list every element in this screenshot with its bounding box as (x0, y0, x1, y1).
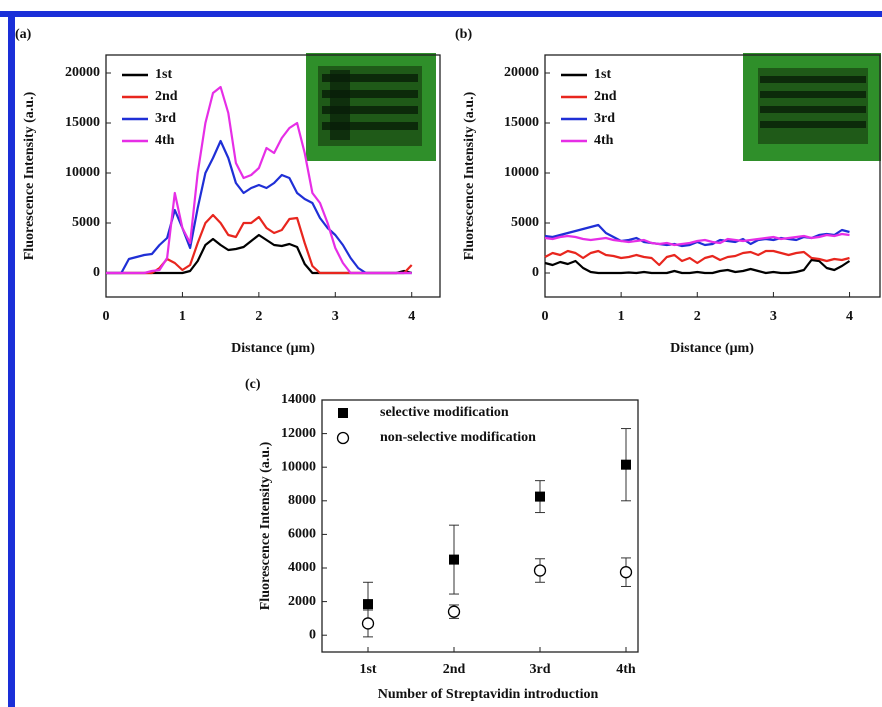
data-line (106, 85, 412, 275)
panel-label: (c) (245, 377, 261, 392)
y-axis-title: Fluorescence Intensity (a.u.) (462, 91, 477, 260)
legend-label: selective modification (380, 405, 509, 420)
border-top (0, 11, 882, 17)
data-line (106, 213, 413, 275)
inset-image-b (743, 53, 881, 161)
y-tick-label: 2000 (288, 594, 316, 609)
legend-label: 2nd (155, 89, 178, 104)
marker (361, 617, 375, 630)
x-tick-label: 1st (359, 662, 376, 677)
x-axis-title: Distance (μm) (231, 341, 315, 356)
marker (447, 605, 461, 618)
legend-label: 2nd (594, 89, 617, 104)
x-tick-label: 3 (770, 309, 777, 324)
x-tick-label: 3rd (530, 662, 551, 677)
y-tick-label: 20000 (65, 65, 100, 80)
marker (533, 564, 547, 577)
data-line (544, 232, 850, 247)
x-tick-label: 1 (618, 309, 625, 324)
data-line (106, 139, 412, 275)
y-tick-label: 12000 (281, 426, 316, 441)
border-left (8, 11, 15, 707)
y-tick-label: 10000 (65, 165, 100, 180)
legend-label: 1st (594, 67, 611, 82)
x-tick-label: 0 (542, 309, 549, 324)
plot-frame (321, 399, 639, 653)
y-axis-title: Fluorescence Intensity (a.u.) (258, 441, 273, 610)
plot-frame (105, 54, 441, 298)
marker (619, 566, 633, 579)
y-tick-label: 0 (532, 265, 539, 280)
y-tick-label: 5000 (511, 215, 539, 230)
legend-label: 3rd (594, 111, 615, 126)
legend-label: 3rd (155, 111, 176, 126)
data-line (544, 249, 850, 267)
x-tick-label: 3 (332, 309, 339, 324)
y-tick-label: 20000 (504, 65, 539, 80)
x-tick-label: 2nd (443, 662, 466, 677)
legend-label: 4th (155, 133, 175, 148)
x-tick-label: 0 (103, 309, 110, 324)
x-tick-label: 2 (694, 309, 701, 324)
marker (363, 599, 373, 610)
x-tick-label: 4 (846, 309, 853, 324)
y-tick-label: 6000 (288, 527, 316, 542)
marker (449, 554, 459, 565)
y-tick-label: 8000 (288, 493, 316, 508)
x-tick-label: 2 (255, 309, 262, 324)
panel-label: (a) (15, 27, 32, 42)
marker (336, 431, 350, 445)
y-tick-label: 14000 (281, 392, 316, 407)
x-tick-label: 4 (408, 309, 415, 324)
legend-label: 4th (594, 133, 614, 148)
x-axis-title: Distance (μm) (670, 341, 754, 356)
y-tick-label: 0 (309, 627, 316, 642)
panel-label: (b) (455, 27, 472, 42)
x-axis-title: Number of Streptavidin introduction (378, 687, 599, 702)
y-tick-label: 0 (93, 265, 100, 280)
data-line (544, 258, 851, 275)
plot-frame (544, 54, 881, 298)
legend-label: 1st (155, 67, 172, 82)
y-tick-label: 10000 (504, 165, 539, 180)
y-tick-label: 10000 (281, 459, 316, 474)
y-tick-label: 15000 (504, 115, 539, 130)
y-tick-label: 15000 (65, 115, 100, 130)
x-tick-label: 4th (616, 662, 636, 677)
y-tick-label: 5000 (72, 215, 100, 230)
y-axis-title: Fluorescence Intensity (a.u.) (22, 91, 37, 260)
marker (338, 408, 348, 418)
inset-image-a (306, 53, 436, 161)
y-tick-label: 4000 (288, 560, 316, 575)
marker (535, 491, 545, 502)
marker (621, 459, 631, 470)
legend-label: non-selective modification (380, 430, 536, 445)
x-tick-label: 1 (179, 309, 186, 324)
